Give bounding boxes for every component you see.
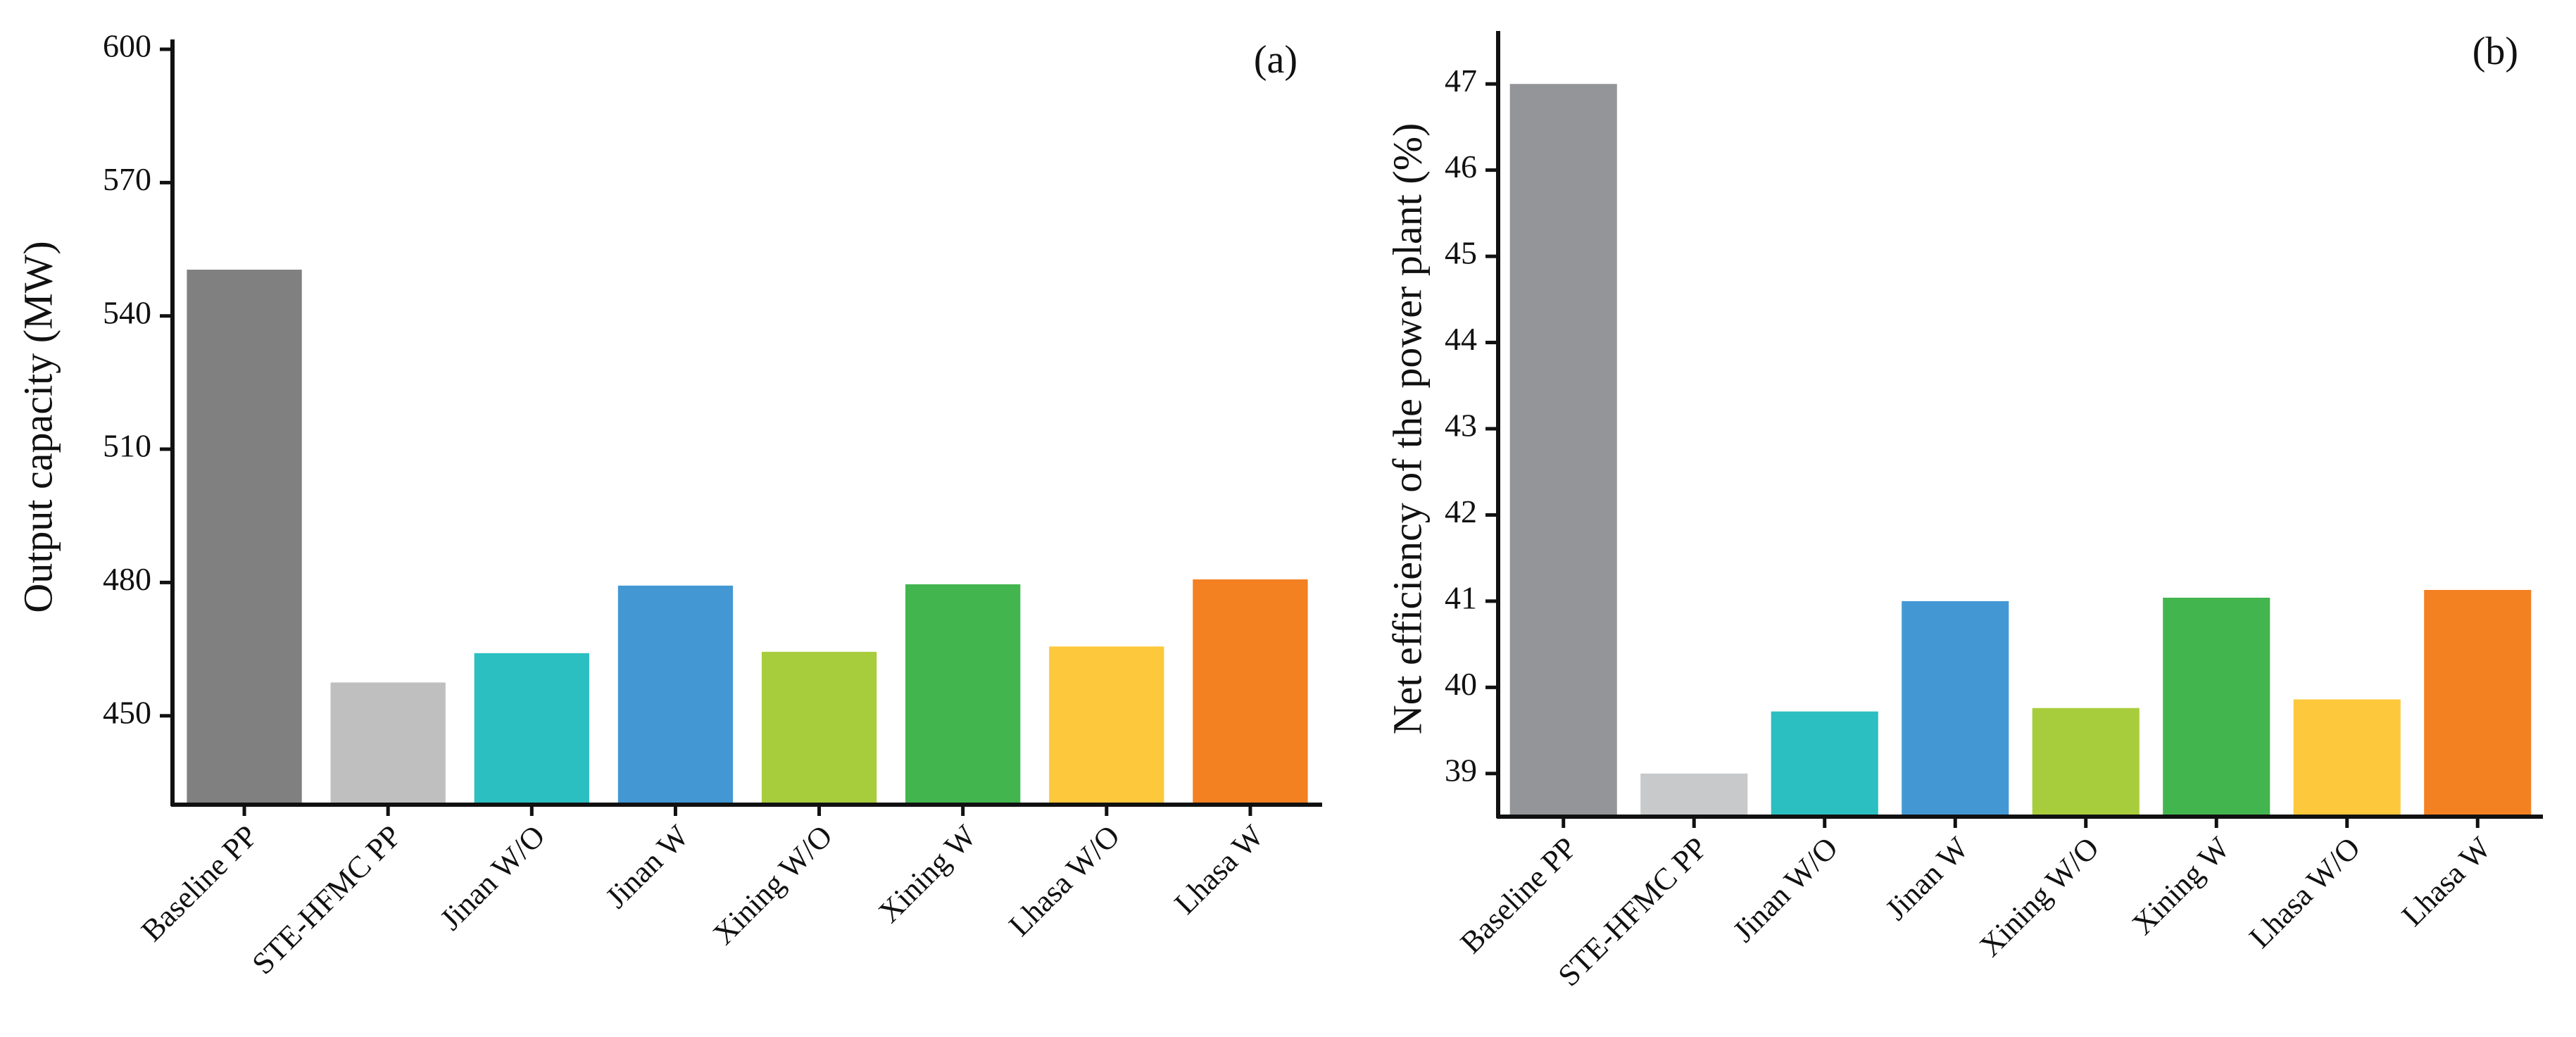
bar: [1509, 84, 1617, 817]
y-tick-label: 40: [1445, 666, 1477, 702]
bar: [187, 270, 302, 805]
y-tick-label: 43: [1445, 408, 1477, 444]
y-axis-title: Net efficiency of the power plant (%): [1384, 123, 1430, 735]
x-tick-label: Jinan W/O: [433, 819, 551, 937]
panel-label: (b): [2473, 30, 2518, 73]
y-tick-label: 47: [1445, 63, 1477, 99]
x-tick-label: Lhasa W/O: [1002, 819, 1126, 943]
bar: [2293, 699, 2401, 817]
y-tick-label: 45: [1445, 235, 1477, 271]
bar: [1049, 646, 1164, 805]
y-tick-label: 42: [1445, 494, 1477, 529]
bar: [2032, 708, 2140, 817]
x-tick-label: Lhasa W: [1168, 818, 1271, 921]
x-tick-label: Xining W/O: [706, 819, 839, 952]
x-tick-label: Xining W: [872, 818, 983, 929]
bar: [1902, 601, 2009, 817]
y-tick-label: 450: [103, 694, 151, 730]
x-tick-label: Jinan W: [1879, 830, 1975, 926]
y-axis-title: Output capacity (MW): [15, 241, 61, 612]
bar: [2424, 589, 2532, 817]
y-tick-label: 510: [103, 428, 151, 464]
x-tick-label: STE-HFMC PP: [245, 819, 408, 981]
x-tick-label: Baseline PP: [1454, 831, 1583, 960]
bar: [761, 651, 877, 805]
y-tick-label: 44: [1445, 321, 1477, 357]
bar: [1640, 773, 1748, 817]
bar: [905, 584, 1021, 805]
y-tick-label: 41: [1445, 579, 1477, 615]
bar: [474, 653, 589, 805]
y-tick-label: 46: [1445, 149, 1477, 184]
x-tick-label: Xining W: [2125, 830, 2237, 941]
y-tick-label: 540: [103, 294, 151, 330]
x-tick-label: Lhasa W: [2395, 830, 2498, 933]
x-tick-label: Xining W/O: [1973, 831, 2106, 964]
x-tick-label: Baseline PP: [134, 819, 264, 948]
bar: [1771, 711, 1878, 817]
y-tick-label: 39: [1445, 752, 1477, 788]
bar: [1193, 579, 1308, 805]
panel-label: (a): [1254, 38, 1298, 82]
y-tick-label: 480: [103, 561, 151, 597]
bar: [617, 585, 734, 805]
bar: [330, 682, 446, 805]
y-tick-label: 570: [103, 161, 151, 197]
bar: [2163, 597, 2270, 817]
y-tick-label: 600: [103, 28, 151, 64]
x-tick-label: Jinan W/O: [1726, 831, 1845, 949]
x-tick-label: Lhasa W/O: [2242, 831, 2367, 955]
x-tick-label: Jinan W: [599, 818, 696, 915]
